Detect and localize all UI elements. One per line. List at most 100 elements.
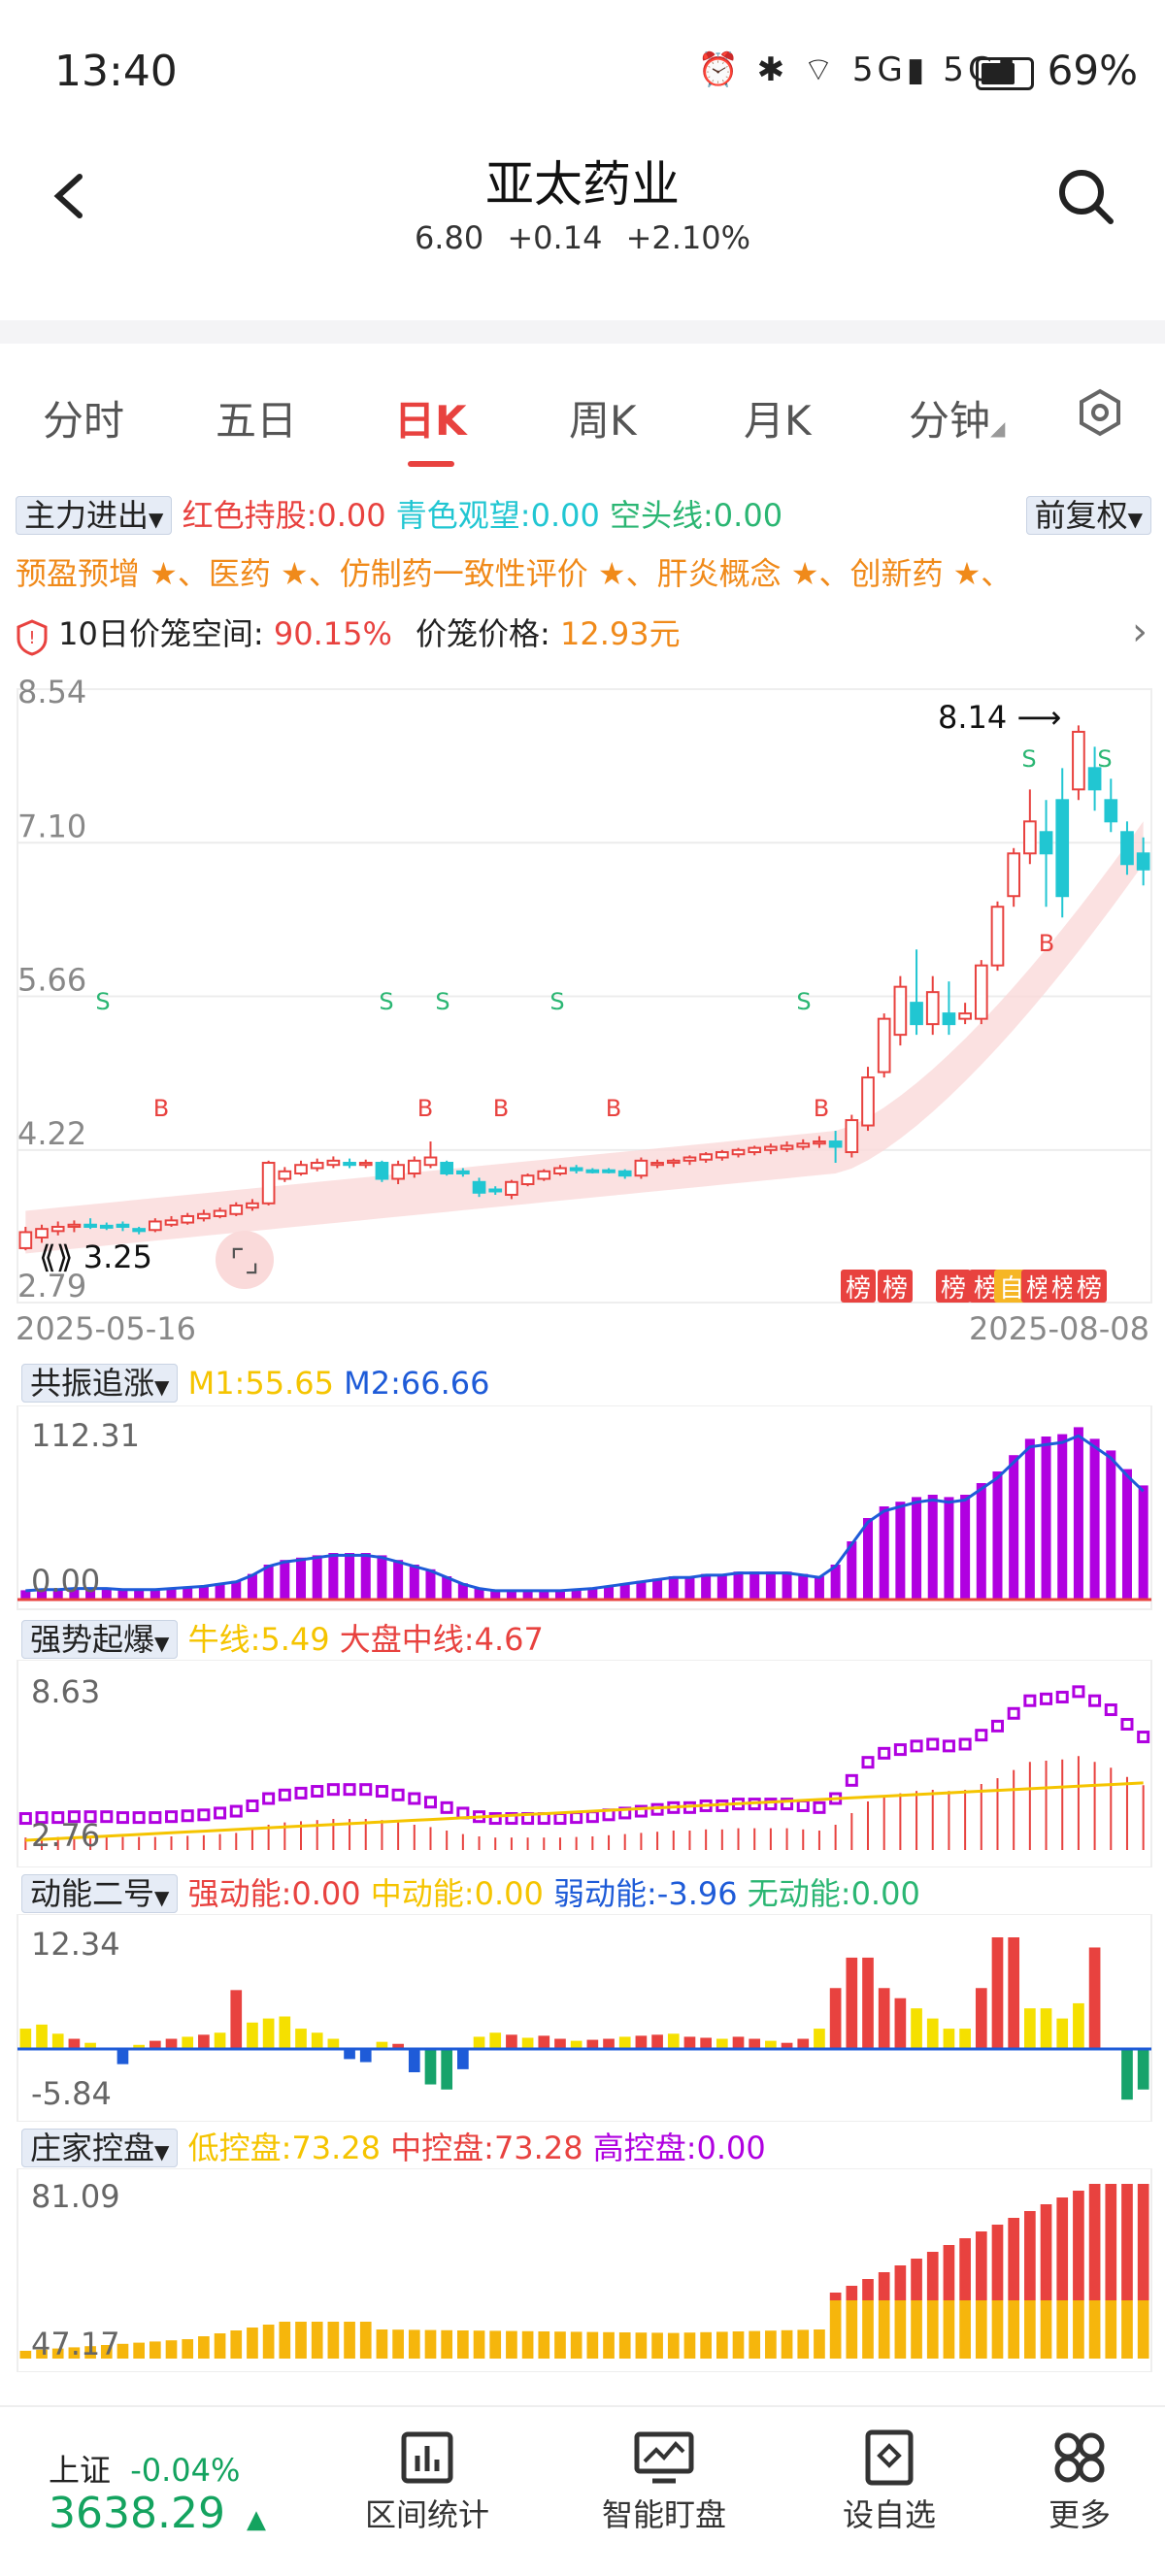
ind1-bar <box>895 1502 906 1600</box>
ind4-mid-bar <box>894 2265 907 2300</box>
cage-price-label: 价笼价格: <box>416 615 550 652</box>
ind2-box <box>1007 1706 1020 1720</box>
ind3-bar <box>765 2040 777 2049</box>
ind2-chart[interactable]: 8.63 2.76 <box>0 1660 1165 1867</box>
ind3-bar <box>473 2036 485 2049</box>
candle-body <box>585 1169 600 1173</box>
ind2-box <box>910 1739 923 1753</box>
candle-body <box>229 1204 244 1215</box>
back-button[interactable] <box>49 165 87 238</box>
ind3-bar <box>846 1957 858 2049</box>
tab-wuri[interactable]: 五日 <box>216 397 298 445</box>
candle-body <box>877 1017 891 1073</box>
ind4-mid-bar <box>911 2259 922 2300</box>
ind1-selector-label: 共振追涨 <box>30 1365 155 1402</box>
candle-body <box>699 1153 713 1161</box>
ind1-bar <box>263 1565 274 1600</box>
candle-body <box>861 1076 875 1127</box>
ind4-low-bar <box>797 2329 810 2359</box>
ind4-mid-bar <box>1040 2204 1052 2300</box>
nav-more[interactable]: 更多 <box>1002 2428 1157 2535</box>
ind3-bar <box>926 2018 939 2049</box>
ind3-legend: 动能二号▼ 强动能:0.00 中动能:0.00 弱动能:-3.96 无动能:0.… <box>21 1869 920 1914</box>
candle-body <box>35 1228 49 1238</box>
ind1-bar <box>101 1588 112 1600</box>
ind4-low-bar <box>911 2300 922 2359</box>
search-button[interactable] <box>1054 165 1116 227</box>
ind2-box <box>100 1810 114 1824</box>
tab-yuek[interactable]: 月K <box>744 397 812 445</box>
ind4-low-bar <box>991 2300 1004 2359</box>
adjust-selector[interactable]: 前复权▼ <box>1025 491 1151 536</box>
ind1-bar <box>198 1585 209 1600</box>
ind4-chart[interactable]: 81.09 47.17 <box>0 2168 1165 2372</box>
ind4-mid: 中控盘:73.28 <box>390 2130 583 2166</box>
candle-body <box>617 1170 632 1177</box>
chevron-right-icon[interactable]: › <box>1132 610 1148 654</box>
kline-chart[interactable]: 8.54 7.10 5.66 4.22 2.79 8.14 ⟶ ⟪⟫ 3.25 2025-05… <box>0 660 1165 1359</box>
index-ticker[interactable]: 上证 -0.04% <box>49 2446 240 2491</box>
chart-settings-button[interactable] <box>1076 388 1124 437</box>
tab-rik[interactable]: 日K <box>394 397 467 445</box>
ind3-bar <box>959 2029 971 2049</box>
concept-tags[interactable]: 预盈预增 ★、医药 ★、仿制药一致性评价 ★、肝炎概念 ★、创新药 ★、 <box>16 555 1013 592</box>
ind4-low-bar <box>683 2332 696 2359</box>
ind2-box <box>893 1743 907 1757</box>
ind3-bar <box>247 2022 258 2049</box>
ind3-strong: 强动能:0.00 <box>187 1875 361 1912</box>
ind3-bar <box>975 1988 987 2049</box>
chevron-left-icon <box>53 174 83 218</box>
candle-body <box>958 1012 972 1020</box>
price-cage-row[interactable]: ! 10日价笼空间: 90.15% 价笼价格: 12.93元 <box>16 610 681 656</box>
tab-fenzhong[interactable]: 分钟◢ <box>909 388 1005 447</box>
ind3-bar <box>424 2048 437 2085</box>
kline-y-label: 4.22 <box>17 1115 86 1152</box>
bar-chart-icon <box>401 2431 453 2484</box>
nav-add-watchlist[interactable]: 设自选 <box>812 2428 967 2535</box>
ind4-mid-bar <box>1137 2184 1149 2300</box>
ind3-chart[interactable]: 12.34 -5.84 <box>0 1914 1165 2122</box>
ind3-bar <box>814 2029 825 2049</box>
zoom-reset-bg <box>216 1231 274 1289</box>
ind4-mid-bar <box>862 2279 874 2300</box>
candle-body <box>440 1162 454 1175</box>
ind4-low-bar <box>344 2322 355 2359</box>
ind2-selector[interactable]: 强势起爆▼ <box>21 1620 179 1659</box>
nav-smart-watch[interactable]: 智能盯盘 <box>586 2428 742 2535</box>
ind1-bar <box>183 1586 193 1600</box>
sell-marker: S <box>796 988 811 1015</box>
ind3-bar <box>214 2032 226 2049</box>
candle-body <box>666 1159 681 1165</box>
cage-price-value: 12.93元 <box>560 615 681 652</box>
ind1-bar <box>782 1571 792 1600</box>
ind4-low-bar <box>878 2300 890 2359</box>
nav-add-watchlist-label: 设自选 <box>842 2496 936 2533</box>
ind1-bar <box>1073 1427 1083 1600</box>
ind4-mid-bar <box>1105 2184 1117 2300</box>
kline-y-label: 8.54 <box>17 674 86 710</box>
tab-fenshi[interactable]: 分时 <box>43 397 125 445</box>
ind4-low-bar <box>311 2322 323 2359</box>
candle-body <box>731 1148 746 1156</box>
ind1-bar <box>571 1589 582 1600</box>
ind3-selector[interactable]: 动能二号▼ <box>21 1874 179 1913</box>
ind1-chart[interactable]: 112.31 0.00 <box>0 1405 1165 1613</box>
tab-zhouk[interactable]: 周K <box>569 397 637 445</box>
ind2-box <box>278 1788 291 1801</box>
ind1-selector[interactable]: 共振追涨▼ <box>21 1364 179 1403</box>
ind4-low-bar <box>359 2322 372 2359</box>
ind1-bar <box>992 1471 1003 1600</box>
ind2-box <box>1088 1694 1102 1707</box>
ind1-bar <box>377 1555 387 1600</box>
ind2-top-label: 8.63 <box>31 1673 100 1710</box>
ind1-bar <box>52 1589 63 1600</box>
nav-range-stats[interactable]: 区间统计 <box>350 2428 505 2535</box>
ind4-mid-bar <box>1073 2191 1084 2300</box>
candle-body <box>50 1225 65 1233</box>
main-indicator-row: 主力进出▼ 红色持股:0.00 青色观望:0.00 空头线:0.00 <box>16 491 782 536</box>
ind4-selector[interactable]: 庄家控盘▼ <box>21 2129 179 2167</box>
ind4-low-bar <box>424 2329 437 2359</box>
ind1-bar <box>701 1573 712 1600</box>
main-indicator-selector[interactable]: 主力进出▼ <box>16 496 173 535</box>
kline-y-label: 5.66 <box>17 962 86 999</box>
